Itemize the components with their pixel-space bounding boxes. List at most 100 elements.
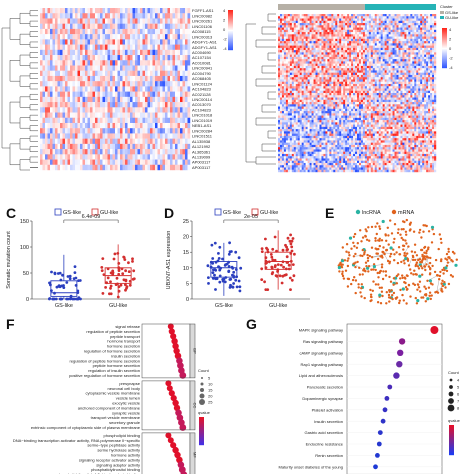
- heatmap-cell: [374, 32, 377, 35]
- heatmap-cell: [132, 96, 136, 103]
- heatmap-cell: [162, 112, 166, 118]
- heatmap-cell: [72, 143, 76, 150]
- heatmap-cell: [422, 16, 425, 19]
- heatmap-cell: [125, 133, 128, 139]
- heatmap-cell: [307, 20, 310, 24]
- heatmap-cell: [364, 25, 368, 28]
- heatmap-cell: [180, 60, 183, 66]
- heatmap-cell: [372, 74, 375, 78]
- heatmap-cell: [376, 56, 379, 60]
- heatmap-cell: [390, 34, 393, 37]
- heatmap-cell: [122, 138, 126, 145]
- heatmap-cell: [390, 59, 393, 62]
- heatmap-cell: [414, 81, 417, 85]
- heatmap-cell: [317, 77, 320, 80]
- heatmap-cell: [167, 60, 171, 66]
- heatmap-cell: [295, 97, 298, 100]
- heatmap-cell: [333, 32, 336, 35]
- heatmap-cell: [366, 14, 370, 17]
- heatmap-cell: [90, 8, 93, 14]
- heatmap-cell: [160, 128, 163, 134]
- heatmap-cell: [182, 60, 186, 66]
- heatmap-cell: [42, 44, 46, 51]
- heatmap-cell: [309, 81, 312, 85]
- heatmap-cell: [50, 138, 53, 145]
- heatmap-cell: [42, 91, 46, 98]
- heatmap-cell: [40, 13, 43, 19]
- heatmap-cell: [92, 128, 96, 134]
- heatmap-cell: [374, 36, 377, 40]
- heatmap-cell: [137, 39, 141, 45]
- heatmap-cell: [145, 91, 148, 98]
- heatmap-cell: [279, 77, 283, 80]
- heatmap-cell: [299, 86, 302, 89]
- heatmap-cell: [428, 52, 431, 55]
- heatmap-cell: [396, 18, 399, 21]
- heatmap-cell: [355, 52, 358, 55]
- heatmap-cell: [157, 23, 161, 30]
- heatmap-cell: [309, 77, 312, 80]
- heatmap-cell: [140, 138, 143, 145]
- heatmap-cell: [301, 86, 304, 89]
- heatmap-cell: [406, 79, 409, 82]
- heatmap-cell: [50, 18, 53, 24]
- heatmap-cell: [317, 34, 320, 37]
- heatmap-cell: [291, 61, 295, 64]
- heatmap-cell: [52, 8, 56, 14]
- heatmap-cell: [329, 63, 332, 67]
- heatmap-cell: [87, 70, 91, 77]
- heatmap-cell: [301, 14, 304, 17]
- heatmap-cell: [317, 88, 320, 91]
- heatmap-cell: [370, 90, 373, 94]
- heatmap-cell: [372, 14, 375, 17]
- heatmap-cell: [70, 34, 73, 40]
- heatmap-cell: [160, 117, 163, 124]
- heatmap-cell: [122, 143, 126, 150]
- heatmap-cell: [349, 77, 352, 80]
- heatmap-cell: [278, 86, 281, 89]
- heatmap-cell: [92, 117, 96, 124]
- heatmap-cell: [102, 49, 106, 56]
- heatmap-cell: [311, 81, 314, 85]
- heatmap-cell: [62, 18, 66, 24]
- heatmap-cell: [57, 133, 61, 139]
- heatmap-cell: [402, 93, 405, 96]
- heatmap-cell: [62, 55, 66, 61]
- heatmap-cell: [117, 70, 121, 77]
- heatmap-cell: [424, 81, 427, 85]
- heatmap-cell: [150, 39, 153, 45]
- heatmap-cell: [75, 75, 78, 82]
- gene-label: AL139099: [192, 155, 211, 160]
- heatmap-cell: [394, 41, 397, 44]
- heatmap-cell: [127, 107, 131, 113]
- heatmap-cell: [62, 86, 66, 92]
- heatmap-cell: [384, 90, 387, 94]
- heatmap-cell: [410, 63, 413, 67]
- heatmap-cell: [140, 107, 143, 113]
- heatmap-cell: [155, 70, 158, 77]
- heatmap-cell: [339, 90, 342, 94]
- heatmap-cell: [95, 39, 98, 45]
- heatmap-cell: [404, 88, 407, 91]
- heatmap-cell: [107, 122, 111, 129]
- heatmap-cell: [394, 81, 397, 85]
- heatmap-cell: [364, 81, 368, 85]
- heatmap-cell: [140, 34, 143, 40]
- heatmap-cell: [303, 95, 306, 98]
- heatmap-cell: [130, 122, 133, 129]
- heatmap-cell: [150, 122, 153, 129]
- heatmap-cell: [418, 54, 421, 58]
- heatmap-cell: [100, 102, 103, 108]
- heatmap-cell: [102, 112, 106, 118]
- heatmap-cell: [307, 95, 310, 98]
- heatmap-cell: [60, 143, 63, 150]
- heatmap-cell: [347, 88, 350, 91]
- dendrogram-branch: [29, 20, 38, 27]
- heatmap-cell: [384, 52, 387, 55]
- heatmap-cell: [40, 39, 43, 45]
- heatmap-cell: [372, 45, 375, 49]
- heatmap-cell: [313, 27, 316, 30]
- heatmap-cell: [295, 29, 298, 33]
- heatmap-cell: [105, 117, 108, 124]
- heatmap-cell: [347, 41, 350, 44]
